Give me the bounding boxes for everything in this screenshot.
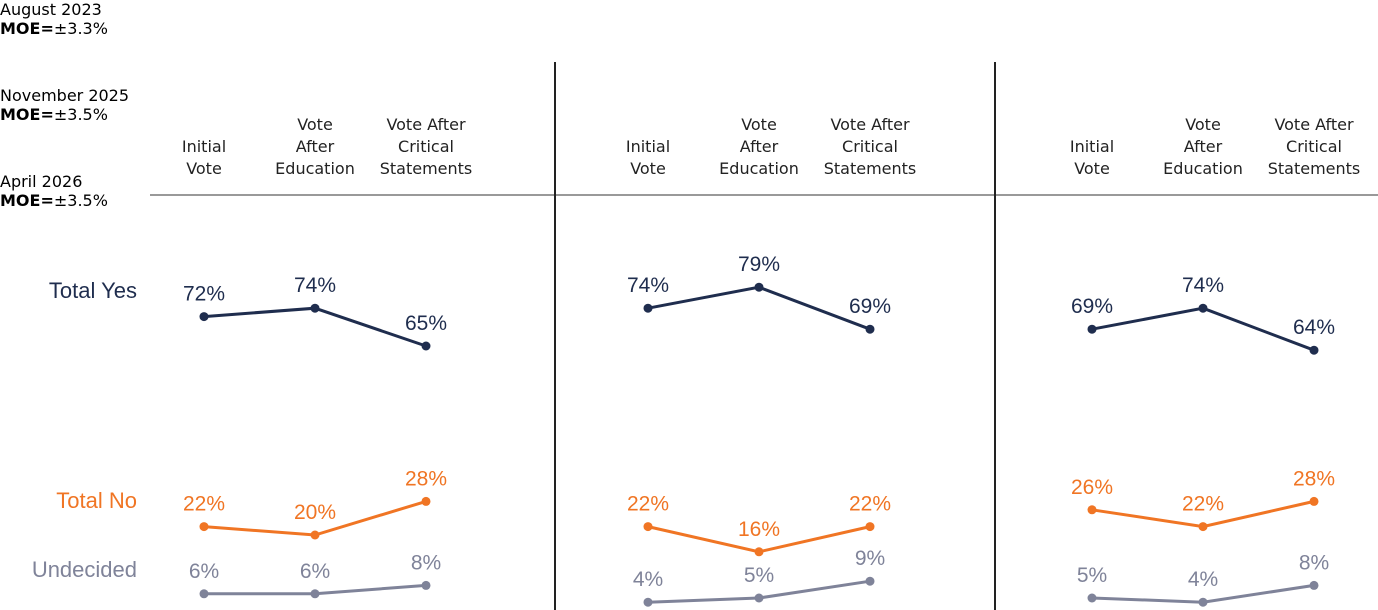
panel-moe: MOE=±3.5% xyxy=(0,105,232,124)
value-label: 22% xyxy=(627,493,669,516)
value-label: 79% xyxy=(738,253,780,276)
point xyxy=(1309,580,1319,590)
point xyxy=(421,341,431,351)
point xyxy=(1198,303,1208,313)
category-label: Initial Vote xyxy=(1069,137,1115,178)
point xyxy=(1087,593,1097,603)
value-label: 28% xyxy=(405,467,447,490)
series-label: Total No xyxy=(56,488,137,513)
point xyxy=(865,522,875,532)
point xyxy=(1087,324,1097,334)
series-line xyxy=(203,306,427,348)
moe-value: ±3.5% xyxy=(53,105,108,124)
category-label: Initial Vote xyxy=(181,137,227,178)
point xyxy=(865,324,875,334)
point xyxy=(199,522,209,532)
value-label: 6% xyxy=(300,560,330,583)
value-label: 28% xyxy=(1293,467,1335,490)
value-label: 16% xyxy=(738,518,780,541)
value-label: 74% xyxy=(294,274,336,297)
moe-label: MOE= xyxy=(0,19,54,38)
value-label: 22% xyxy=(849,493,891,516)
category-label: Initial Vote xyxy=(625,137,671,178)
point xyxy=(643,522,653,532)
point xyxy=(1309,345,1319,355)
point xyxy=(1198,522,1208,532)
point xyxy=(754,593,764,603)
point xyxy=(199,589,209,599)
value-label: 65% xyxy=(405,312,447,335)
category-label: Vote After Education xyxy=(1163,115,1243,178)
panel-moe: MOE=±3.3% xyxy=(0,19,234,38)
panel-header: November 2025 MOE=±3.5% xyxy=(0,86,232,172)
category-label: Vote After Education xyxy=(719,115,799,178)
moe-value: ±3.5% xyxy=(53,191,108,210)
panel-moe: MOE=±3.5% xyxy=(0,191,226,210)
value-label: 74% xyxy=(1182,274,1224,297)
point xyxy=(1087,505,1097,515)
panel-header: August 2023 MOE=±3.3% xyxy=(0,0,234,86)
category-label: Vote After Critical Statements xyxy=(379,115,473,178)
value-label: 22% xyxy=(1182,493,1224,516)
value-label: 22% xyxy=(183,493,225,516)
value-label: 20% xyxy=(294,501,336,524)
series-label: Undecided xyxy=(31,557,137,582)
point xyxy=(754,547,764,557)
point xyxy=(643,303,653,313)
category-label: Vote After Education xyxy=(275,115,355,178)
value-label: 4% xyxy=(1188,568,1218,591)
value-label: 4% xyxy=(633,568,663,591)
value-label: 6% xyxy=(189,560,219,583)
point xyxy=(1198,597,1208,607)
point xyxy=(199,312,209,322)
panel-header: April 2026 MOE=±3.5% xyxy=(0,172,226,258)
point xyxy=(1309,496,1319,506)
value-label: 64% xyxy=(1293,316,1335,339)
value-label: 72% xyxy=(183,283,225,306)
value-label: 9% xyxy=(855,547,885,570)
series-line xyxy=(647,285,871,331)
point xyxy=(310,530,320,540)
value-label: 69% xyxy=(1071,295,1113,318)
value-label: 74% xyxy=(627,274,669,297)
panel-title: April 2026 xyxy=(0,172,83,191)
series-line xyxy=(1091,306,1315,352)
point xyxy=(421,580,431,590)
point xyxy=(310,303,320,313)
value-label: 5% xyxy=(744,564,774,587)
series-label: Total Yes xyxy=(48,278,137,303)
category-label: Vote After Critical Statements xyxy=(823,115,917,178)
panel-title: November 2025 xyxy=(0,86,130,105)
value-label: 5% xyxy=(1077,564,1107,587)
value-label: 26% xyxy=(1071,476,1113,499)
value-label: 8% xyxy=(411,551,441,574)
panel-title: August 2023 xyxy=(0,0,102,19)
point xyxy=(865,576,875,586)
value-label: 69% xyxy=(849,295,891,318)
value-label: 8% xyxy=(1299,551,1329,574)
moe-value: ±3.3% xyxy=(53,19,108,38)
category-label: Vote After Critical Statements xyxy=(1267,115,1361,178)
moe-label: MOE= xyxy=(0,191,54,210)
point xyxy=(310,589,320,599)
point xyxy=(754,282,764,292)
moe-label: MOE= xyxy=(0,105,54,124)
point xyxy=(643,597,653,607)
point xyxy=(421,496,431,506)
